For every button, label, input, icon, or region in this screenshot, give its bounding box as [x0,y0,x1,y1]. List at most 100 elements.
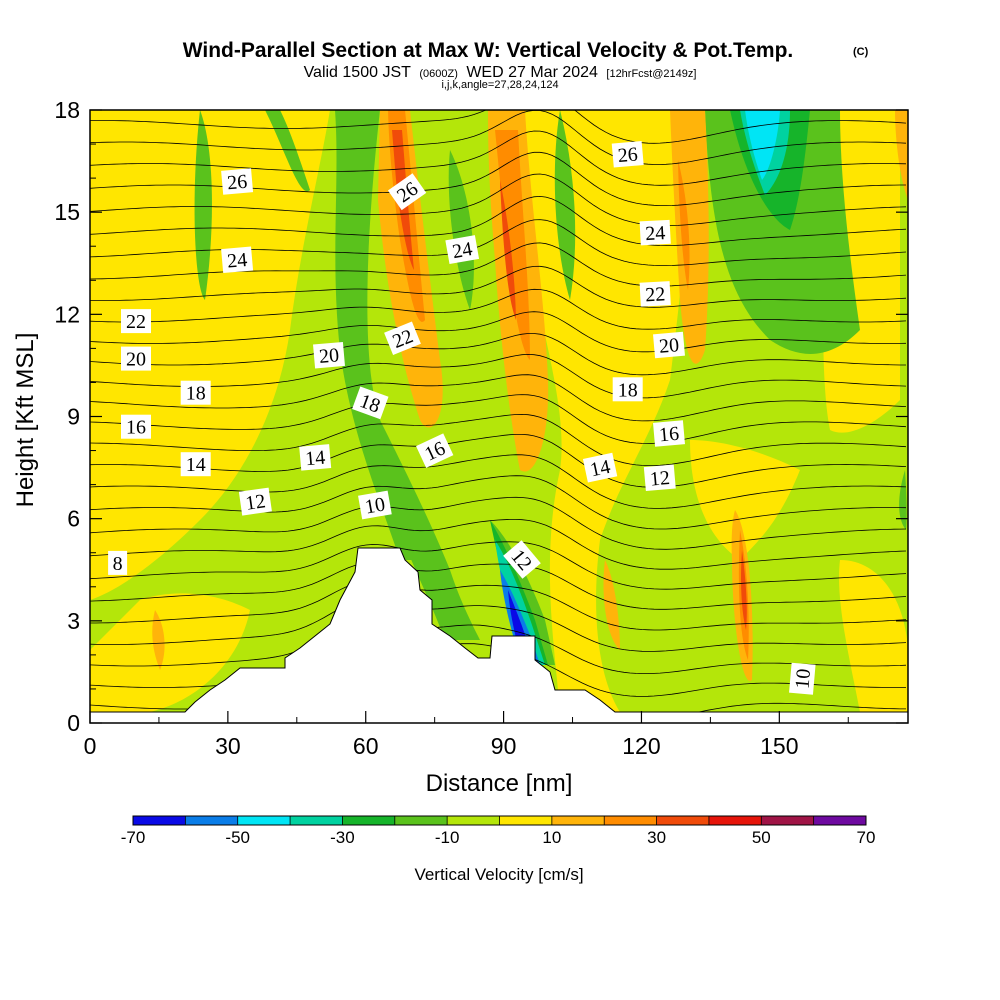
contour-label-bg [387,173,427,211]
isentrope-line [90,541,907,590]
contour-label-text: 14 [304,447,326,471]
velocity-region [448,150,474,310]
contour-label-text: 24 [645,222,666,245]
y-axis-label: Height [Kft MSL] [12,333,39,508]
colorbar-tick-label: -30 [330,828,355,847]
valid-utc: (0600Z) [419,68,458,80]
isentrope-line [90,615,907,674]
velocity-region [554,110,576,300]
contour-label-text: 12 [244,490,267,515]
copyright-mark: (C) [853,46,869,58]
isentrope-line [90,394,907,444]
contour-label-bg [221,246,254,274]
contour-labels: 2624222018161412814201018262216241214262… [108,141,816,695]
contour-label-bg [221,168,254,195]
contour-label: 20 [653,331,685,359]
isentrope-line [90,597,907,652]
contour-label-bg [612,377,643,402]
isentrope-line [90,110,907,144]
colorbar-swatch [342,816,396,825]
velocity-region [500,180,516,320]
velocity-region [690,440,800,560]
contour-label-bg [299,444,332,471]
contour-label-bg [121,414,151,439]
contour-label-text: 20 [318,344,340,368]
contour-label: 20 [313,341,345,369]
contour-label-bg [416,433,454,468]
velocity-region [603,560,620,650]
isentrope-line [90,374,907,422]
isentrope-line [90,195,907,247]
x-axis: 0 30 60 90 120 150 [84,711,849,759]
isentrope-line [90,130,907,186]
y-tick-label: 0 [67,710,80,736]
velocity-region [705,110,860,354]
contour-label: 24 [639,219,671,246]
contour-label: 20 [121,346,151,371]
contour-label: 18 [612,377,643,402]
contour-label-text: 24 [226,249,248,273]
colorbar-swatch [656,816,710,825]
velocity-region [194,110,212,300]
colorbar-tick-label: 10 [542,828,561,847]
contour-label-bg [108,550,128,575]
colorbar-tick-label: 70 [857,828,876,847]
pot-temp-contours [90,110,907,720]
contour-label-text: 20 [126,349,146,371]
contour-label-text: 14 [186,454,206,476]
contour-label: 26 [221,168,254,195]
colorbar-tick-label: 30 [647,828,666,847]
colorbar-swatch [708,816,762,825]
x-tick-label: 0 [84,733,97,759]
contour-label: 14 [299,444,332,471]
contour-label-bg [121,309,151,334]
contour-label: 22 [121,309,151,334]
colorbar-swatch [813,816,867,825]
velocity-region [839,560,908,712]
isentrope-line [90,110,907,165]
isentrope-line [90,475,907,530]
y-tick-label: 3 [67,608,80,634]
contour-label-text: 24 [451,238,475,263]
velocity-region [152,610,165,670]
contour-label-text: 18 [186,383,206,405]
contour-label-text: 22 [126,311,146,333]
contour-label-text: 16 [126,417,146,439]
colorbar-swatch [237,816,291,825]
colorbar-label: Vertical Velocity [cm/s] [414,865,583,884]
x-tick-label: 120 [622,733,660,759]
contour-label-text: 26 [226,171,248,195]
colorbar-swatch [185,816,239,825]
velocity-region [745,110,780,180]
contour-label: 18 [180,380,211,405]
velocity-region [90,110,330,600]
contour-label-bg [313,341,345,369]
contour-label-text: 10 [791,668,815,690]
forecast-info: [12hrFcst@2149z] [606,68,696,80]
velocity-region [495,540,545,665]
contour-label-bg [352,386,389,420]
isentrope-line [90,265,907,308]
x-tick-label: 60 [353,733,379,759]
contour-label: 22 [639,281,671,307]
colorbar-tick-label: 50 [752,828,771,847]
contour-label-bg [653,420,685,447]
isentrope-line [90,580,907,631]
colorbar-tick-label: -70 [121,828,146,847]
contour-label: 24 [221,246,254,274]
chart-subtitle: Valid 1500 JST (0600Z) WED 27 Mar 2024 [… [304,64,697,81]
isentrope-line [90,173,907,227]
x-tick-label: 150 [760,733,798,759]
contour-label: 24 [445,235,480,265]
y-tick-label: 6 [67,506,80,532]
colorbar-swatch [761,816,815,825]
isentrope-line [90,413,907,466]
contour-label-bg [358,490,392,520]
velocity-region [90,593,250,712]
contour-label-bg [611,141,644,168]
contour-label: 16 [653,420,685,447]
contour-label-text: 10 [363,493,387,518]
colorbar-tick-label: -50 [225,828,250,847]
contour-label-bg [789,662,816,695]
